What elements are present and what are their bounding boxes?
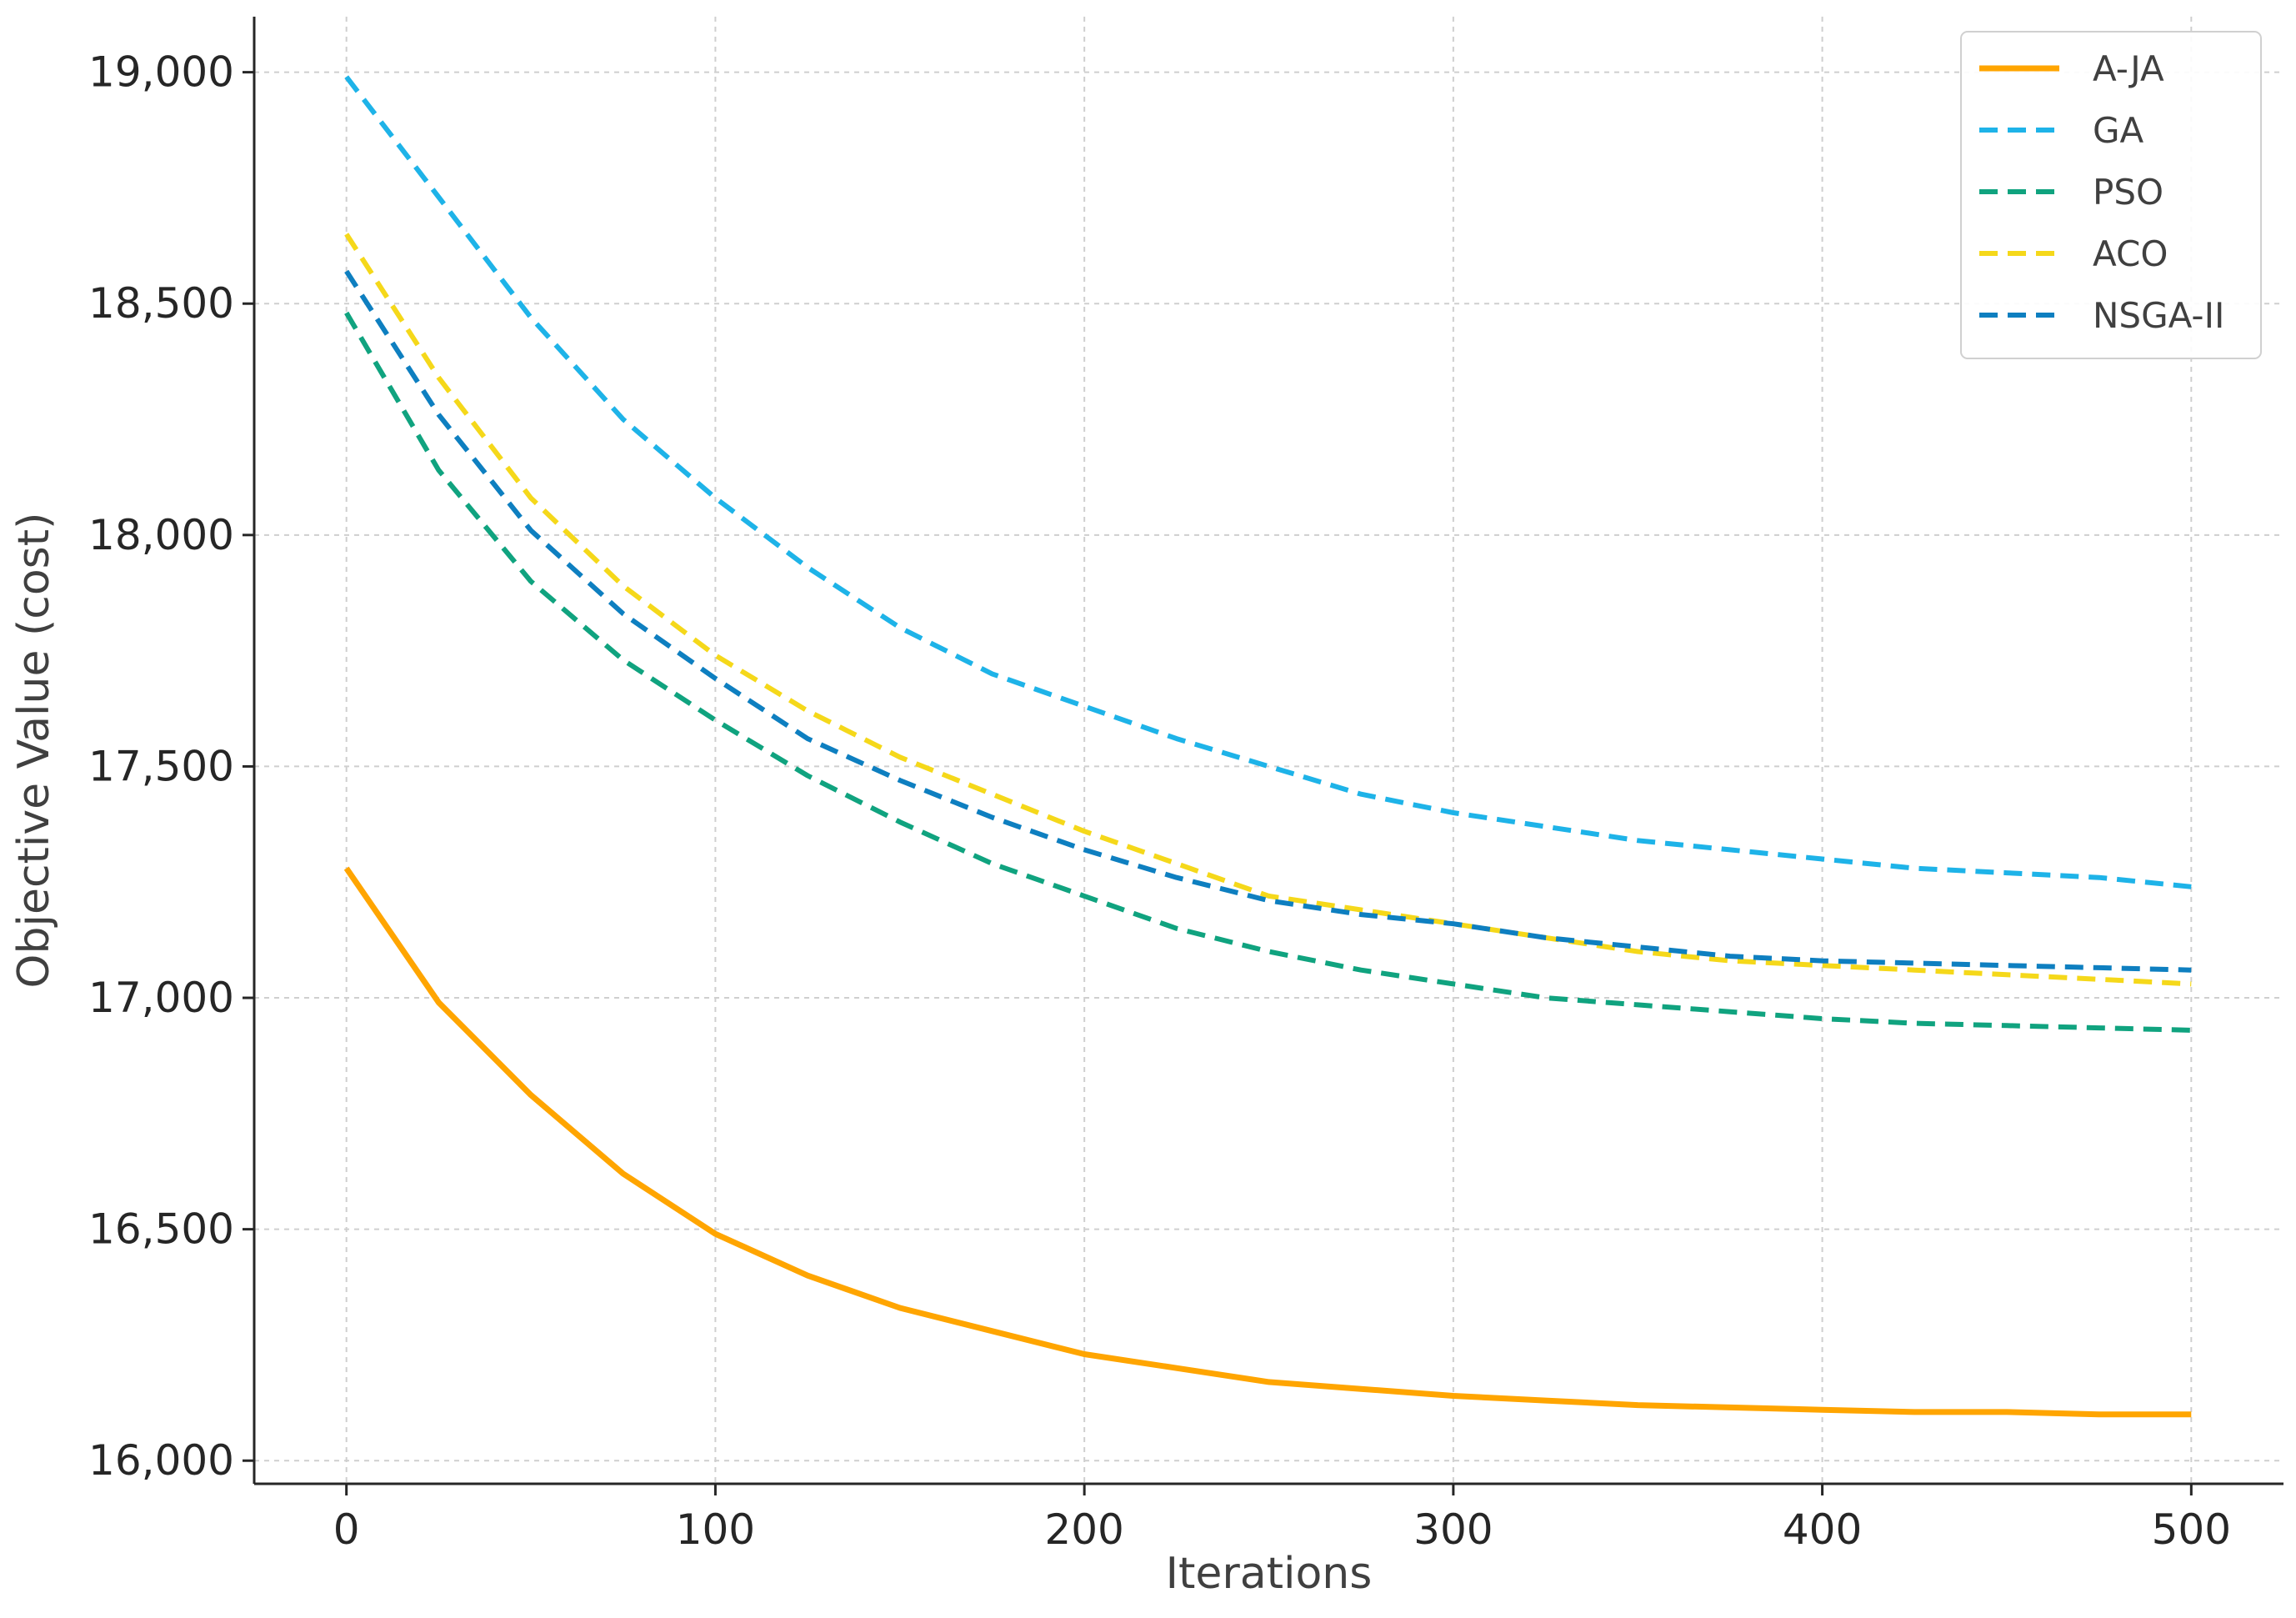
- y-tick-label: 16,500: [88, 1205, 234, 1254]
- legend: A-JA GA PSO ACO NSGA-II: [1960, 31, 2262, 359]
- legend-label-aco: ACO: [2093, 233, 2168, 274]
- x-tick-label: 500: [2152, 1505, 2231, 1554]
- y-tick-label: 16,000: [88, 1436, 234, 1485]
- series-layer: [343, 75, 2192, 1418]
- y-tick-label: 17,500: [88, 742, 234, 790]
- y-tick-label: 18,000: [88, 511, 234, 559]
- x-tick-label: 300: [1413, 1505, 1493, 1554]
- tick-layer: 0 100 200 300 400 500 16,000 16,500 17,000 17,500…: [88, 48, 2231, 1554]
- y-axis-title: Objective Value (cost): [9, 513, 59, 989]
- legend-label-pso: PSO: [2093, 172, 2163, 213]
- y-tick-label: 19,000: [88, 48, 234, 97]
- series-line-a-ja: [343, 866, 2192, 1418]
- legend-label-nsga-ii: NSGA-II: [2093, 295, 2224, 336]
- legend-label-a-ja: A-JA: [2093, 48, 2164, 89]
- legend-label-ga: GA: [2093, 110, 2144, 151]
- series-line-pso: [344, 311, 2192, 1033]
- axes: [253, 17, 2283, 1485]
- series-line-nsga-ii: [344, 269, 2192, 973]
- y-tick-label: 18,500: [88, 279, 234, 328]
- x-tick-label: 100: [676, 1505, 755, 1554]
- x-tick-label: 200: [1044, 1505, 1123, 1554]
- legend-frame: [1960, 31, 2262, 359]
- x-tick-label: 0: [333, 1505, 360, 1554]
- x-axis-title: Iterations: [1166, 1549, 1373, 1599]
- series-line-aco: [344, 233, 2192, 987]
- x-tick-label: 400: [1783, 1505, 1862, 1554]
- y-tick-label: 17,000: [88, 974, 234, 1022]
